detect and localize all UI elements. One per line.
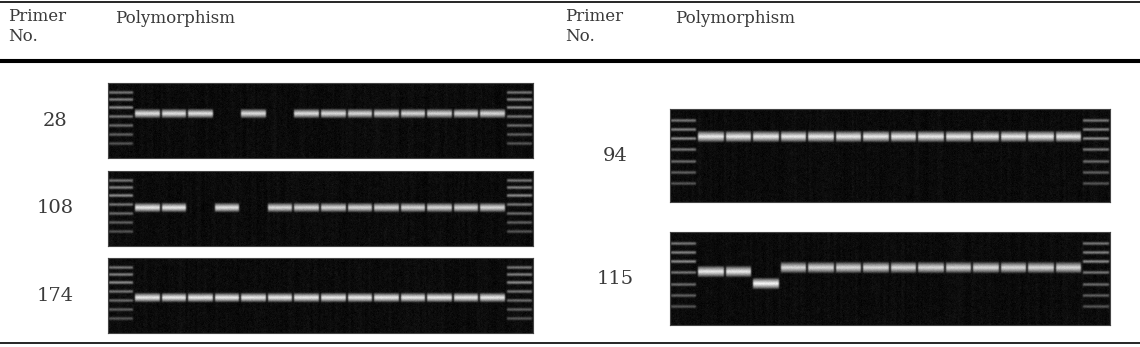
Text: 94: 94 [603, 147, 627, 165]
Text: Polymorphism: Polymorphism [675, 10, 795, 27]
Text: No.: No. [565, 28, 595, 45]
Text: 115: 115 [596, 270, 634, 288]
Text: 28: 28 [42, 112, 67, 130]
Text: No.: No. [8, 28, 38, 45]
Text: Primer: Primer [8, 8, 66, 25]
Text: Primer: Primer [565, 8, 624, 25]
Text: 174: 174 [36, 287, 74, 305]
Text: 108: 108 [36, 199, 74, 217]
Text: Polymorphism: Polymorphism [115, 10, 235, 27]
